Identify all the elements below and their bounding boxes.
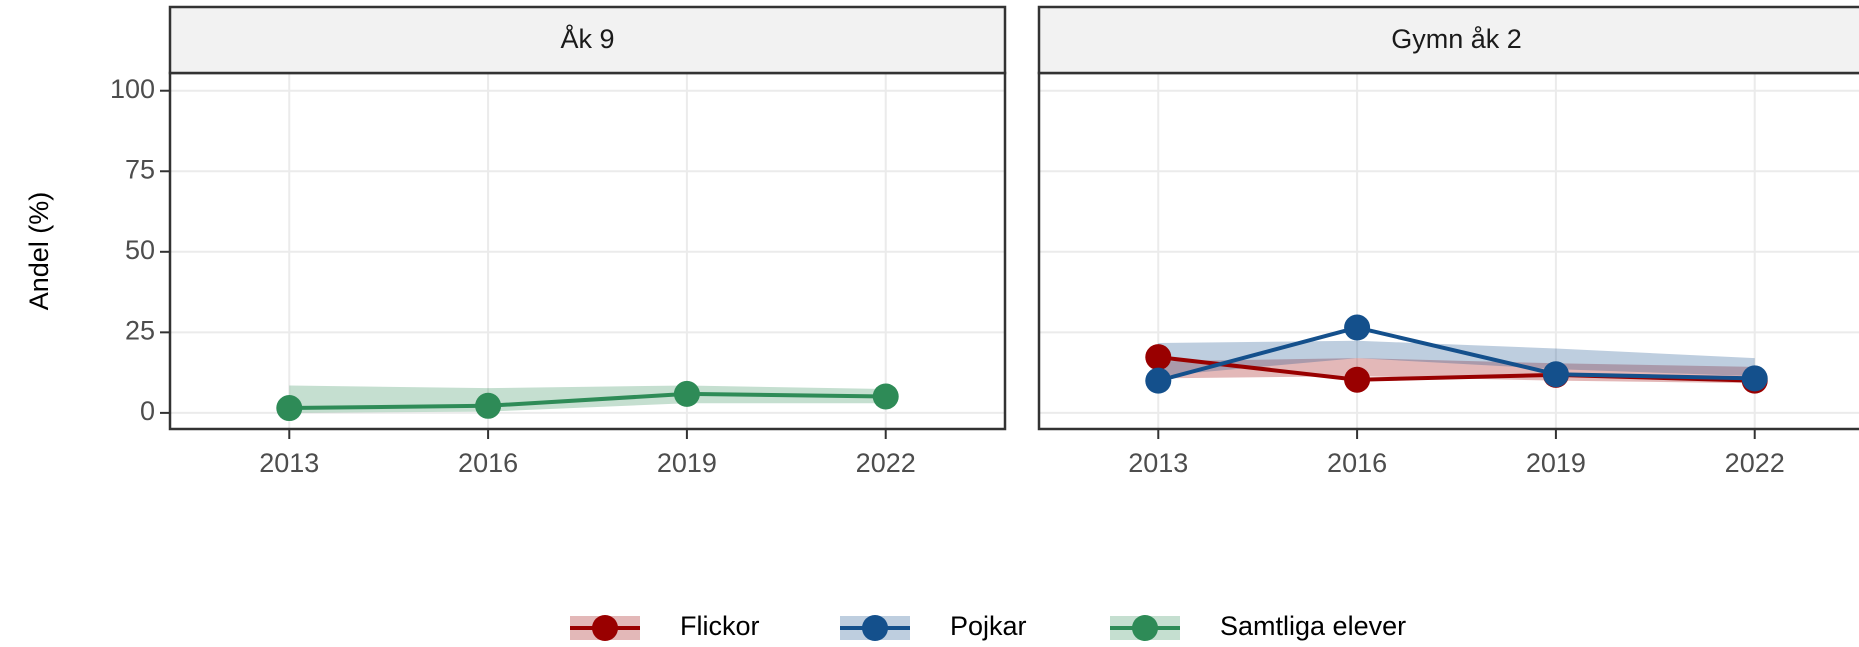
panel: Åk 9 2013 2016 2019 2022	[168, 5, 1007, 478]
panel-title: Gymn åk 2	[1391, 24, 1522, 54]
panel: Gymn åk 2 2013 2016 2019 2022	[1037, 5, 1859, 478]
legend-point	[862, 615, 888, 641]
legend-label: Samtliga elever	[1220, 611, 1406, 641]
y-tick-label: 0	[140, 396, 155, 426]
y-tick-label: 25	[125, 315, 155, 345]
panel-inner	[170, 73, 1005, 429]
strip	[1037, 5, 1859, 75]
point	[872, 383, 899, 410]
y-tick-label: 100	[110, 74, 155, 104]
x-tick-label: 2019	[1526, 448, 1586, 478]
x-tick-label: 2019	[657, 448, 717, 478]
point	[475, 392, 502, 419]
point	[1542, 361, 1569, 388]
y-tick-label: 75	[125, 154, 155, 184]
point	[1145, 344, 1172, 371]
y-tick-label: 50	[125, 235, 155, 265]
line	[1157, 325, 1755, 383]
x-tick-label: 2013	[259, 448, 319, 478]
legend-point	[592, 615, 618, 641]
strip	[168, 5, 1007, 75]
panel-inner	[1039, 73, 1859, 429]
x-tick-label: 2022	[856, 448, 916, 478]
x-tick-label: 2016	[1327, 448, 1387, 478]
point	[1344, 366, 1371, 393]
legend-label: Flickor	[680, 611, 760, 641]
x-tick-label: 2016	[458, 448, 518, 478]
line	[289, 391, 886, 411]
x-tick-label: 2013	[1128, 448, 1188, 478]
confidence-band	[1158, 340, 1755, 377]
point	[673, 380, 700, 407]
x-tick-label: 2022	[1725, 448, 1785, 478]
point	[1145, 367, 1172, 394]
y-axis-label: Andel (%)	[24, 192, 54, 311]
legend-label: Pojkar	[950, 611, 1027, 641]
point	[1741, 365, 1768, 392]
legend-point	[1132, 615, 1158, 641]
panel-title: Åk 9	[560, 23, 614, 54]
point	[276, 395, 303, 422]
point	[1344, 314, 1371, 341]
